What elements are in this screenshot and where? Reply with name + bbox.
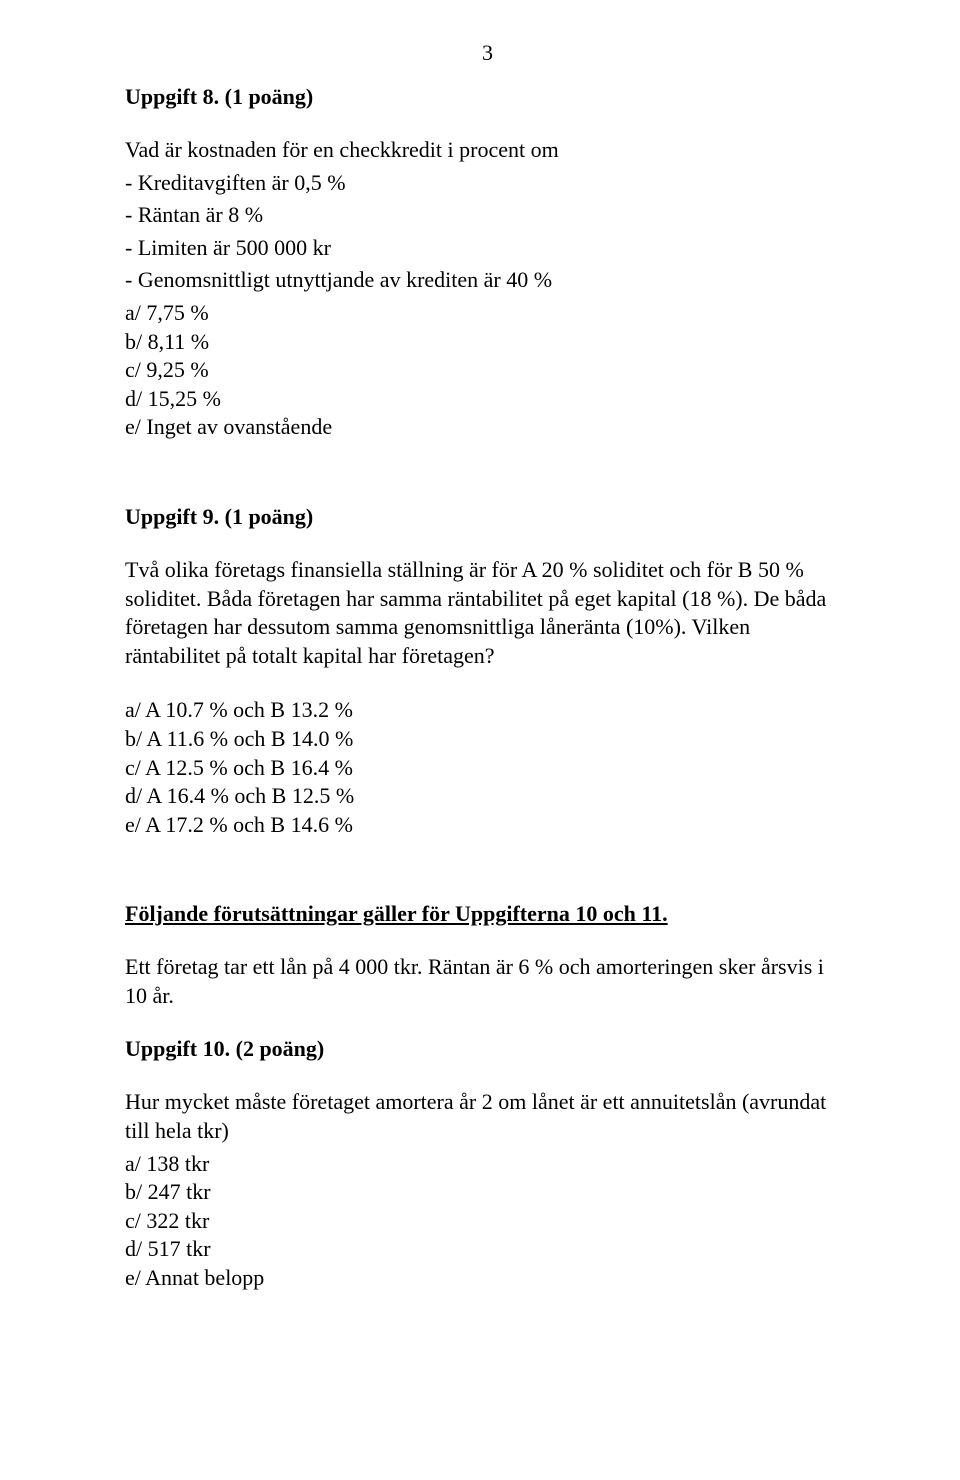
prereq-para: Ett företag tar ett lån på 4 000 tkr. Rä… <box>125 953 850 1010</box>
q8-option-b: b/ 8,11 % <box>125 328 850 357</box>
q8-option-d: d/ 15,25 % <box>125 385 850 414</box>
q10-heading: Uppgift 10. (2 poäng) <box>125 1036 850 1062</box>
question-10: Uppgift 10. (2 poäng) Hur mycket måste f… <box>125 1036 850 1292</box>
q9-options: a/ A 10.7 % och B 13.2 % b/ A 11.6 % och… <box>125 696 850 839</box>
q8-option-a: a/ 7,75 % <box>125 299 850 328</box>
prereq-heading: Följande förutsättningar gäller för Uppg… <box>125 901 850 927</box>
spacer <box>125 879 850 901</box>
q10-para: Hur mycket måste företaget amortera år 2… <box>125 1088 850 1145</box>
spacer <box>125 674 850 696</box>
q8-bullet-1: - Kreditavgiften är 0,5 % <box>125 169 850 198</box>
q8-options: a/ 7,75 % b/ 8,11 % c/ 9,25 % d/ 15,25 %… <box>125 299 850 442</box>
q8-bullet-4: - Genomsnittligt utnyttjande av krediten… <box>125 266 850 295</box>
q9-option-b: b/ A 11.6 % och B 14.0 % <box>125 725 850 754</box>
q8-bullet-3: - Limiten är 500 000 kr <box>125 234 850 263</box>
q10-option-b: b/ 247 tkr <box>125 1178 850 1207</box>
document-page: 3 Uppgift 8. (1 poäng) Vad är kostnaden … <box>0 0 960 1480</box>
q8-option-e: e/ Inget av ovanstående <box>125 413 850 442</box>
spacer <box>125 482 850 504</box>
page-number: 3 <box>125 40 850 66</box>
q10-options: a/ 138 tkr b/ 247 tkr c/ 322 tkr d/ 517 … <box>125 1150 850 1293</box>
q8-heading: Uppgift 8. (1 poäng) <box>125 84 850 110</box>
q9-option-d: d/ A 16.4 % och B 12.5 % <box>125 782 850 811</box>
q9-heading: Uppgift 9. (1 poäng) <box>125 504 850 530</box>
q10-option-e: e/ Annat belopp <box>125 1264 850 1293</box>
q9-para: Två olika företags finansiella ställning… <box>125 556 850 670</box>
q9-option-a: a/ A 10.7 % och B 13.2 % <box>125 696 850 725</box>
q9-option-c: c/ A 12.5 % och B 16.4 % <box>125 754 850 783</box>
q8-bullet-2: - Räntan är 8 % <box>125 201 850 230</box>
q8-option-c: c/ 9,25 % <box>125 356 850 385</box>
q10-option-c: c/ 322 tkr <box>125 1207 850 1236</box>
q8-intro: Vad är kostnaden för en checkkredit i pr… <box>125 136 850 165</box>
question-9: Uppgift 9. (1 poäng) Två olika företags … <box>125 504 850 839</box>
q9-option-e: e/ A 17.2 % och B 14.6 % <box>125 811 850 840</box>
question-8: Uppgift 8. (1 poäng) Vad är kostnaden fö… <box>125 84 850 442</box>
q10-option-d: d/ 517 tkr <box>125 1235 850 1264</box>
q10-option-a: a/ 138 tkr <box>125 1150 850 1179</box>
